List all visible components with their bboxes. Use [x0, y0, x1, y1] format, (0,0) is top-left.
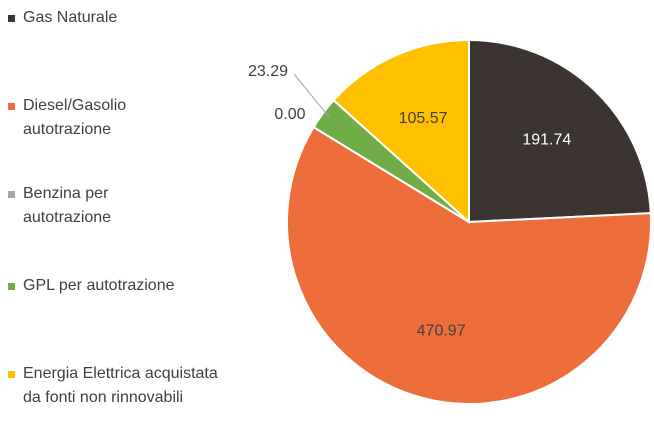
legend-label: Energia Elettrica acquistata da fonti no…	[23, 365, 218, 406]
legend-label: Benzina per autotrazione	[23, 185, 112, 226]
leader-line	[293, 73, 331, 120]
legend-swatch	[8, 15, 15, 22]
legend-swatch	[8, 283, 15, 290]
legend-label: Gas Naturale	[23, 9, 118, 26]
data-label: 0.00	[274, 106, 305, 123]
pie-slice	[286, 125, 652, 405]
legend-swatch	[8, 103, 15, 110]
legend-item: Gas Naturale	[8, 6, 223, 30]
legend-swatch	[8, 371, 15, 378]
legend-item: Energia Elettrica acquistata da fonti no…	[8, 362, 238, 410]
data-label: 105.57	[399, 110, 448, 127]
legend-swatch	[8, 191, 15, 198]
legend-label: GPL per autotrazione	[23, 277, 175, 294]
legend-item: Benzina per autotrazione	[8, 182, 153, 230]
data-label: 23.29	[248, 63, 288, 80]
legend-item: GPL per autotrazione	[8, 274, 223, 298]
legend-item: Diesel/Gasolio autotrazione	[8, 94, 153, 142]
data-label: 191.74	[522, 132, 571, 149]
data-label: 470.97	[417, 323, 466, 340]
legend-label: Diesel/Gasolio autotrazione	[23, 97, 127, 138]
pie-slice	[468, 38, 652, 224]
pie-slice	[332, 38, 470, 225]
